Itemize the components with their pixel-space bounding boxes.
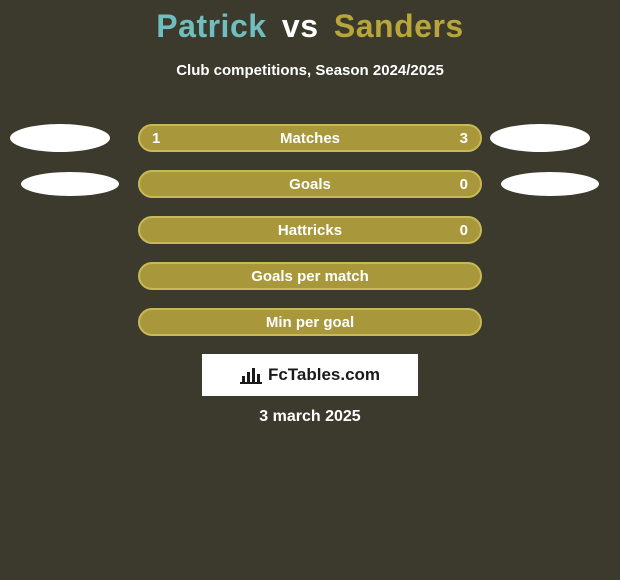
title-player-a: Patrick [156,8,266,44]
stat-value-right: 0 [460,176,468,193]
subtitle: Club competitions, Season 2024/2025 [0,62,620,79]
page-title: Patrick vs Sanders [0,8,620,45]
comparison-infographic: Patrick vs Sanders Club competitions, Se… [0,0,620,580]
stat-label: Goals per match [140,268,480,285]
stat-bar: Hattricks0 [138,216,482,244]
brand-text: FcTables.com [268,365,380,385]
stat-label: Goals [140,176,480,193]
stat-value-right: 0 [460,222,468,239]
left-marker-ellipse [21,172,119,196]
stat-row: Hattricks0 [0,216,620,244]
stat-label: Min per goal [140,314,480,331]
stat-bar: Min per goal [138,308,482,336]
stat-row: Goals0 [0,170,620,198]
stat-label: Matches [140,130,480,147]
stat-label: Hattricks [140,222,480,239]
stat-row: Min per goal [0,308,620,336]
stat-row: Goals per match [0,262,620,290]
title-player-b: Sanders [334,8,464,44]
stat-bar: Goals per match [138,262,482,290]
stat-bar: Goals0 [138,170,482,198]
bar-chart-icon [240,366,262,384]
right-marker-ellipse [490,124,590,152]
right-marker-ellipse [501,172,599,196]
date-label: 3 march 2025 [0,408,620,426]
left-marker-ellipse [10,124,110,152]
brand-badge: FcTables.com [202,354,418,396]
title-vs: vs [282,8,319,44]
stat-value-right: 3 [460,130,468,147]
stat-bar: Matches1 3 [138,124,482,152]
stat-row: Matches1 3 [0,124,620,152]
stat-value-left: 1 [152,130,160,147]
